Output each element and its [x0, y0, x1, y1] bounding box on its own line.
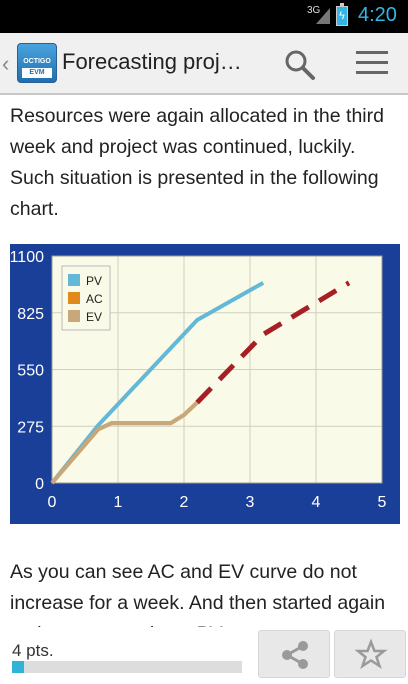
page-title: Forecasting proj…: [62, 49, 242, 74]
progress-fill: [12, 661, 24, 673]
chart-svg: 0 275 550 825 1100 0 1 2 3 4 5 PV AC EV: [10, 249, 387, 511]
series-line-ev: [50, 401, 199, 485]
points-label: 4 pts.: [12, 641, 54, 660]
legend-swatch-ev: [68, 310, 80, 322]
series-line-forecast: [195, 280, 351, 405]
article-content: Resources were again allocated in the th…: [0, 97, 408, 627]
y-tick-label: 550: [17, 363, 44, 380]
y-tick-label: 0: [35, 476, 44, 493]
x-tick-label: 0: [48, 494, 57, 511]
paragraph: Resources were again allocated in the th…: [10, 105, 384, 220]
legend-swatch-pv: [68, 274, 80, 286]
x-tick-label: 2: [180, 494, 189, 511]
x-tick-label: 1: [114, 494, 123, 511]
x-tick-label: 3: [246, 494, 255, 511]
action-bar: ‹ OCTIGO EVM Forecasting proj…: [0, 33, 408, 95]
clock: 4:20: [358, 4, 397, 26]
y-tick-label: 825: [17, 306, 44, 323]
chart: 0 275 550 825 1100 0 1 2 3 4 5 PV AC EV: [10, 244, 400, 524]
search-icon[interactable]: [282, 47, 316, 81]
share-icon: [282, 641, 308, 669]
menu-icon[interactable]: [356, 51, 388, 77]
share-button[interactable]: [258, 630, 330, 678]
y-tick-label: 275: [17, 419, 44, 436]
paragraph: As you can see AC and EV curve do not in…: [10, 561, 386, 627]
star-icon: [354, 638, 388, 669]
legend-label-pv: PV: [86, 274, 102, 288]
status-bar: 3G ϟ 4:20: [0, 0, 408, 33]
legend-swatch-ac: [68, 292, 80, 304]
y-tick-label: 1100: [10, 249, 44, 266]
bottom-bar: 4 pts.: [0, 627, 408, 682]
x-tick-label: 4: [312, 494, 321, 511]
plot-border: [51, 255, 383, 484]
x-tick-label: 5: [378, 494, 387, 511]
signal-icon: [316, 8, 330, 24]
network-type: 3G: [307, 5, 321, 16]
legend-label-ev: EV: [86, 310, 102, 324]
battery-icon: ϟ: [336, 3, 348, 26]
up-caret-icon[interactable]: ‹: [2, 51, 10, 76]
app-logo[interactable]: OCTIGO EVM: [17, 43, 57, 83]
favorite-button[interactable]: [334, 630, 406, 678]
legend-label-ac: AC: [86, 292, 103, 306]
progress-bar: [12, 661, 242, 673]
